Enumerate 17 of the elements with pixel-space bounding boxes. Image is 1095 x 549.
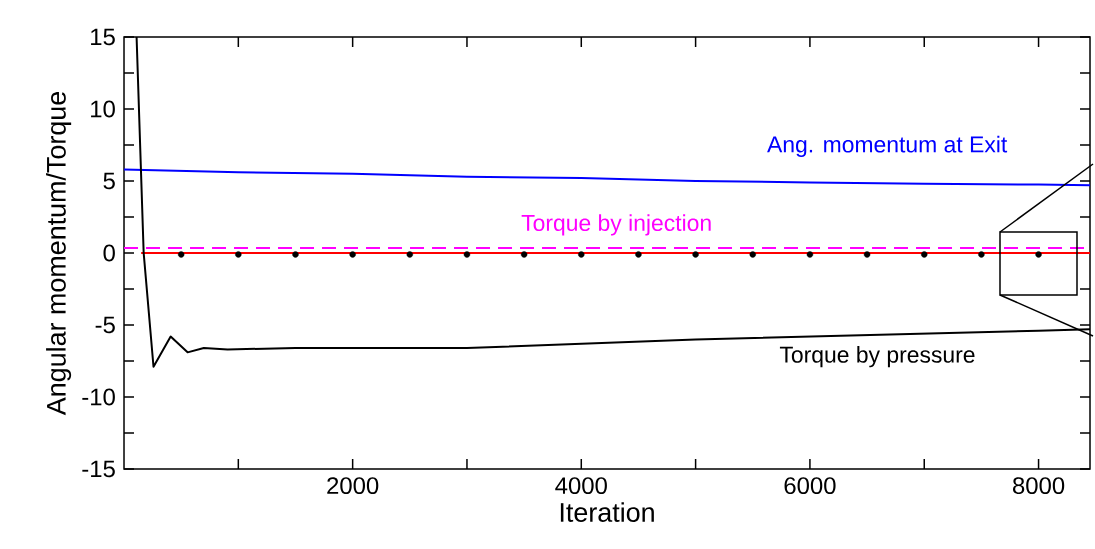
y-tick-label: 15 xyxy=(91,28,115,46)
y-tick-label: 10 xyxy=(91,100,115,118)
line-series xyxy=(123,168,1092,187)
x-axis-title: Iteration xyxy=(560,502,654,522)
y-tick-label: -5 xyxy=(95,316,115,334)
x-tick-label: 4000 xyxy=(555,477,607,495)
y-tick-label: -15 xyxy=(82,460,115,478)
x-tick-label: 6000 xyxy=(784,477,836,495)
x-tick-label: 2000 xyxy=(327,477,379,495)
y-axis-title: Angular momentum/Torque xyxy=(46,92,72,416)
y-tick-label: 0 xyxy=(103,244,115,262)
x-tick-label: 8000 xyxy=(1013,477,1065,495)
series-label: Torque by pressure xyxy=(779,345,975,368)
series-label: Torque by injection xyxy=(521,214,711,236)
series-label: Ang. momentum at Exit xyxy=(767,135,1008,158)
y-tick-label: -10 xyxy=(82,388,115,406)
y-tick-label: 5 xyxy=(103,172,115,190)
